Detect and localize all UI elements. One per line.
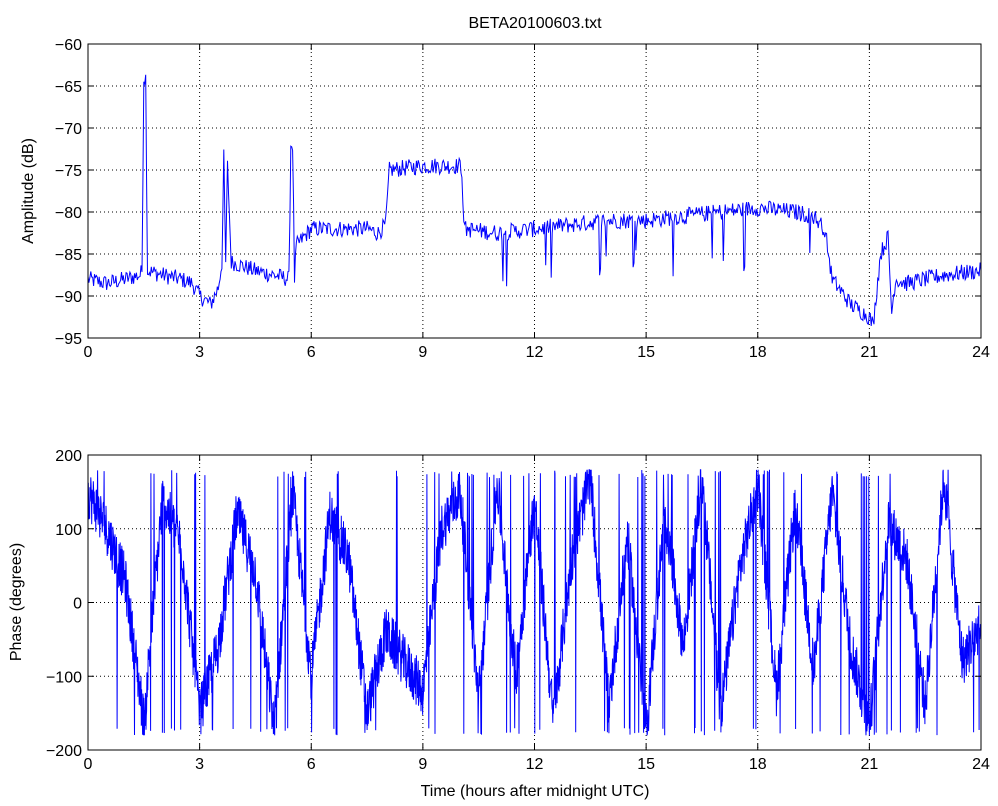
phase-series	[87, 469, 982, 736]
phase-panel: 0 3 6 9 12 15 18 21 24 −200 −100 0 100 200 Phase (de…	[8, 448, 990, 800]
y-tick-label: −80	[55, 205, 82, 222]
y-tick-label: −65	[55, 79, 82, 96]
x-tick-label: 21	[860, 756, 878, 773]
y-tick-label: −75	[55, 163, 82, 180]
amplitude-x-tick-labels: 0 3 6 9 12 15 18 21 24	[84, 344, 990, 361]
amplitude-y-axis-label: Amplitude (dB)	[20, 138, 37, 244]
y-tick-label: 100	[55, 522, 82, 539]
x-tick-label: 12	[526, 344, 544, 361]
y-tick-label: −90	[55, 289, 82, 306]
y-tick-label: −200	[46, 743, 82, 760]
x-tick-label: 24	[972, 756, 990, 773]
phase-ticks	[87, 454, 982, 751]
x-tick-label: 9	[418, 344, 427, 361]
y-tick-label: −100	[46, 669, 82, 686]
phase-y-tick-labels: −200 −100 0 100 200	[46, 448, 82, 760]
x-tick-label: 6	[307, 756, 316, 773]
x-tick-label: 18	[749, 344, 767, 361]
y-tick-label: 0	[73, 596, 82, 613]
x-tick-label: 15	[637, 756, 655, 773]
chart-title: BETA20100603.txt	[468, 15, 602, 32]
x-tick-label: 6	[307, 344, 316, 361]
x-tick-label: 3	[195, 756, 204, 773]
x-tick-label: 21	[860, 344, 878, 361]
x-tick-label: 12	[526, 756, 544, 773]
x-tick-label: 0	[84, 344, 93, 361]
x-axis-label: Time (hours after midnight UTC)	[421, 783, 650, 800]
phase-x-tick-labels: 0 3 6 9 12 15 18 21 24	[84, 756, 990, 773]
y-tick-label: −95	[55, 331, 82, 348]
phase-y-axis-label: Phase (degrees)	[8, 543, 25, 661]
x-tick-label: 15	[637, 344, 655, 361]
amplitude-ticks	[87, 43, 982, 339]
y-tick-label: −70	[55, 121, 82, 138]
amplitude-y-tick-labels: −95 −90 −85 −80 −75 −70 −65 −60	[55, 37, 82, 348]
amplitude-gridlines	[88, 44, 981, 338]
y-tick-label: −60	[55, 37, 82, 54]
y-tick-label: −85	[55, 247, 82, 264]
amplitude-panel: 0 3 6 9 12 15 18 21 24 −95−90−85−80−75−70−65−60 …	[20, 37, 990, 361]
x-tick-label: 18	[749, 756, 767, 773]
x-tick-label: 9	[418, 756, 427, 773]
x-tick-label: 0	[84, 756, 93, 773]
x-tick-label: 24	[972, 344, 990, 361]
y-tick-label: 200	[55, 448, 82, 465]
phase-line	[87, 469, 982, 736]
amplitude-series	[87, 74, 982, 327]
amplitude-line	[87, 74, 982, 327]
x-tick-label: 3	[195, 344, 204, 361]
